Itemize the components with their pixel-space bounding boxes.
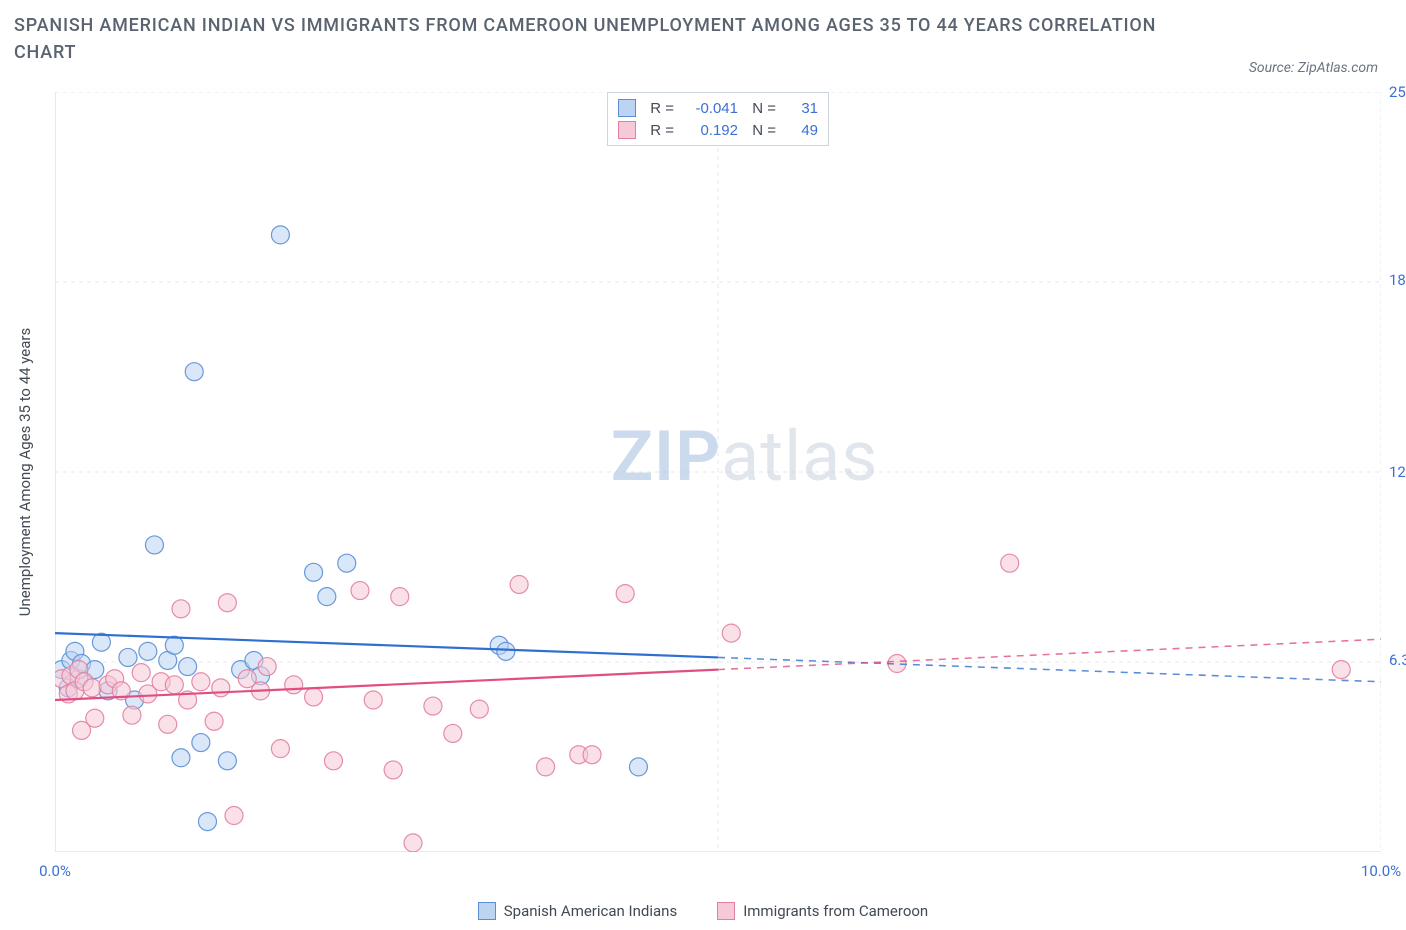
stats-row: R = -0.041 N = 31 [618, 97, 818, 119]
y-tick-label: 12.5% [1389, 463, 1406, 481]
series-swatch [618, 99, 636, 117]
y-axis-label: Unemployment Among Ages 35 to 44 years [16, 328, 34, 616]
stats-r-value: -0.041 [682, 100, 738, 117]
y-tick-label: 25.0% [1389, 83, 1406, 101]
stats-row: R = 0.192 N = 49 [618, 119, 818, 141]
stats-r-label: R = [644, 122, 674, 139]
stats-r-value: 0.192 [682, 122, 738, 139]
scatter-plot [55, 92, 1381, 852]
series-swatch [618, 121, 636, 139]
stats-n-label: N = [746, 100, 776, 117]
stats-n-value: 49 [784, 122, 818, 139]
legend-item: Immigrants from Cameroon [717, 902, 928, 920]
stats-legend: R = -0.041 N = 31 R = 0.192 N = 49 [607, 92, 829, 146]
series-swatch [717, 902, 735, 920]
legend-item: Spanish American Indians [478, 902, 677, 920]
stats-n-value: 31 [784, 100, 818, 117]
y-tick-label: 6.3% [1389, 651, 1406, 669]
series-legend: Spanish American Indians Immigrants from … [0, 902, 1406, 920]
x-tick-label: 0.0% [39, 862, 71, 880]
source-label: Source: ZipAtlas.com [1249, 60, 1378, 76]
legend-label: Immigrants from Cameroon [743, 902, 928, 920]
stats-n-label: N = [746, 122, 776, 139]
chart-area: Unemployment Among Ages 35 to 44 years Z… [55, 92, 1381, 852]
x-tick-label: 10.0% [1361, 862, 1401, 880]
y-tick-label: 18.8% [1389, 271, 1406, 289]
stats-r-label: R = [644, 100, 674, 117]
chart-title: SPANISH AMERICAN INDIAN VS IMMIGRANTS FR… [14, 12, 1206, 66]
series-swatch [478, 902, 496, 920]
legend-label: Spanish American Indians [504, 902, 677, 920]
